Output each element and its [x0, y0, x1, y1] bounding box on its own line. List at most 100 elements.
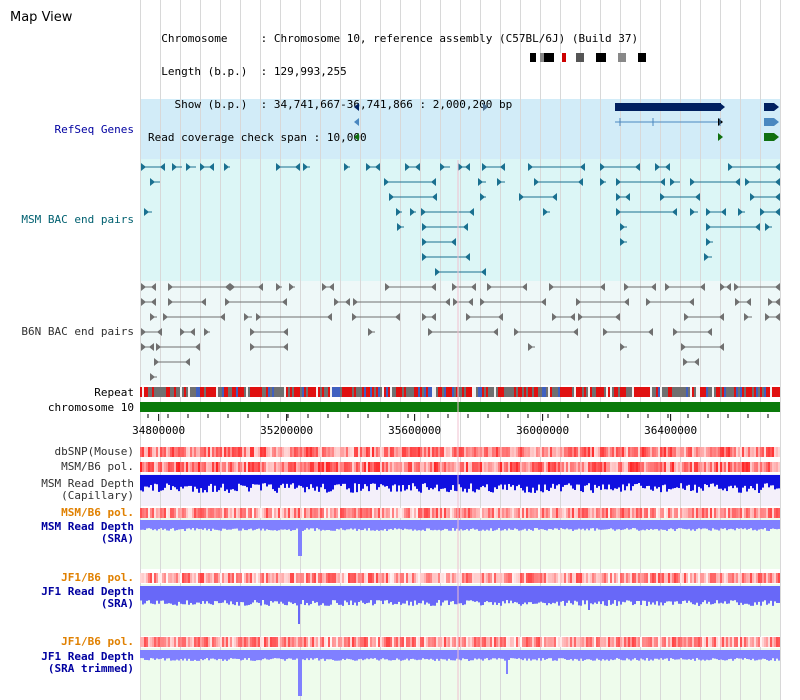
msm-bac-end[interactable] [422, 253, 427, 261]
msm-bac-end[interactable] [721, 208, 726, 216]
gene-arrow[interactable] [774, 118, 779, 126]
msm-bac-end[interactable] [397, 223, 402, 231]
b6n-bac-end[interactable] [150, 373, 155, 381]
msm-bac-end[interactable] [435, 268, 440, 276]
msm-bac-end[interactable] [706, 223, 711, 231]
label-refseq-genes[interactable]: RefSeq Genes [54, 123, 134, 136]
msm-bac-end[interactable] [543, 208, 548, 216]
gene-arrow[interactable] [354, 118, 359, 126]
b6n-bac-end[interactable] [624, 283, 629, 291]
b6n-bac-end[interactable] [244, 313, 249, 321]
b6n-bac-end[interactable] [694, 358, 699, 366]
msm-bac-end[interactable] [366, 163, 371, 171]
msm-bac-end[interactable] [745, 178, 750, 186]
gene-arrow[interactable] [774, 133, 779, 141]
b6n-bac-end[interactable] [466, 313, 471, 321]
b6n-bac-end[interactable] [600, 283, 605, 291]
b6n-bac-end[interactable] [689, 298, 694, 306]
b6n-bac-end[interactable] [395, 313, 400, 321]
b6n-bac-end[interactable] [220, 313, 225, 321]
msm-bac-end[interactable] [497, 178, 502, 186]
b6n-bac-end[interactable] [734, 283, 739, 291]
b6n-bac-end[interactable] [549, 283, 554, 291]
msm-bac-end[interactable] [660, 178, 665, 186]
gene-arrow[interactable] [718, 133, 723, 141]
msm-bac-end[interactable] [186, 163, 191, 171]
b6n-bac-end[interactable] [276, 283, 281, 291]
msm-bac-end[interactable] [141, 163, 146, 171]
b6n-bac-end[interactable] [185, 358, 190, 366]
b6n-bac-end[interactable] [154, 358, 159, 366]
b6n-bac-end[interactable] [256, 313, 261, 321]
b6n-bac-end[interactable] [201, 298, 206, 306]
msm-bac-end[interactable] [295, 163, 300, 171]
b6n-bac-end[interactable] [620, 343, 625, 351]
b6n-bac-end[interactable] [719, 313, 724, 321]
b6n-bac-end[interactable] [156, 343, 161, 351]
b6n-bac-end[interactable] [258, 283, 263, 291]
b6n-bac-end[interactable] [646, 298, 651, 306]
b6n-bac-end[interactable] [603, 328, 608, 336]
msm-bac-end[interactable] [421, 208, 426, 216]
b6n-bac-end[interactable] [576, 298, 581, 306]
msm-bac-end[interactable] [616, 178, 621, 186]
gene-arrow[interactable] [483, 103, 488, 111]
msm-bac-end[interactable] [465, 253, 470, 261]
b6n-bac-end[interactable] [151, 298, 156, 306]
msm-bac-end[interactable] [160, 163, 165, 171]
b6n-bac-end[interactable] [719, 343, 724, 351]
msm-bac-end[interactable] [172, 163, 177, 171]
b6n-bac-end[interactable] [768, 298, 773, 306]
msm-bac-end[interactable] [775, 208, 780, 216]
msm-bac-end[interactable] [440, 163, 445, 171]
msm-bac-end[interactable] [765, 223, 770, 231]
msm-bac-end[interactable] [620, 223, 625, 231]
gene-arrow[interactable] [774, 103, 779, 111]
msm-bac-end[interactable] [760, 208, 765, 216]
b6n-bac-end[interactable] [422, 313, 427, 321]
msm-bac-end[interactable] [482, 163, 487, 171]
b6n-bac-end[interactable] [665, 283, 670, 291]
msm-bac-end[interactable] [735, 178, 740, 186]
b6n-bac-end[interactable] [480, 298, 485, 306]
msm-bac-end[interactable] [580, 163, 585, 171]
msm-bac-end[interactable] [375, 163, 380, 171]
b6n-bac-end[interactable] [168, 298, 173, 306]
gene-block[interactable] [764, 103, 774, 111]
gene-arrow[interactable] [354, 133, 359, 141]
msm-bac-end[interactable] [775, 163, 780, 171]
msm-bac-end[interactable] [534, 178, 539, 186]
b6n-bac-end[interactable] [514, 328, 519, 336]
msm-bac-end[interactable] [738, 208, 743, 216]
b6n-bac-end[interactable] [707, 328, 712, 336]
msm-bac-end[interactable] [635, 163, 640, 171]
b6n-bac-end[interactable] [180, 328, 185, 336]
msm-bac-end[interactable] [276, 163, 281, 171]
b6n-bac-end[interactable] [775, 298, 780, 306]
b6n-bac-end[interactable] [700, 283, 705, 291]
msm-bac-end[interactable] [451, 238, 456, 246]
b6n-bac-end[interactable] [522, 283, 527, 291]
label-msm-bac[interactable]: MSM BAC end pairs [21, 213, 134, 226]
b6n-bac-end[interactable] [250, 343, 255, 351]
msm-bac-end[interactable] [396, 208, 401, 216]
msm-bac-end[interactable] [478, 178, 483, 186]
b6n-bac-end[interactable] [570, 313, 575, 321]
msm-bac-end[interactable] [775, 178, 780, 186]
b6n-bac-end[interactable] [329, 283, 334, 291]
b6n-bac-end[interactable] [615, 313, 620, 321]
gene-arrow[interactable] [354, 103, 359, 111]
msm-bac-end[interactable] [528, 163, 533, 171]
chromosome-bar[interactable] [140, 402, 780, 412]
b6n-bac-end[interactable] [775, 313, 780, 321]
msm-bac-end[interactable] [665, 163, 670, 171]
msm-bac-end[interactable] [465, 163, 470, 171]
msm-bac-end[interactable] [704, 253, 709, 261]
b6n-bac-end[interactable] [282, 298, 287, 306]
b6n-bac-end[interactable] [431, 283, 436, 291]
b6n-bac-end[interactable] [453, 298, 458, 306]
b6n-bac-end[interactable] [368, 328, 373, 336]
b6n-bac-end[interactable] [428, 328, 433, 336]
b6n-bac-end[interactable] [471, 283, 476, 291]
